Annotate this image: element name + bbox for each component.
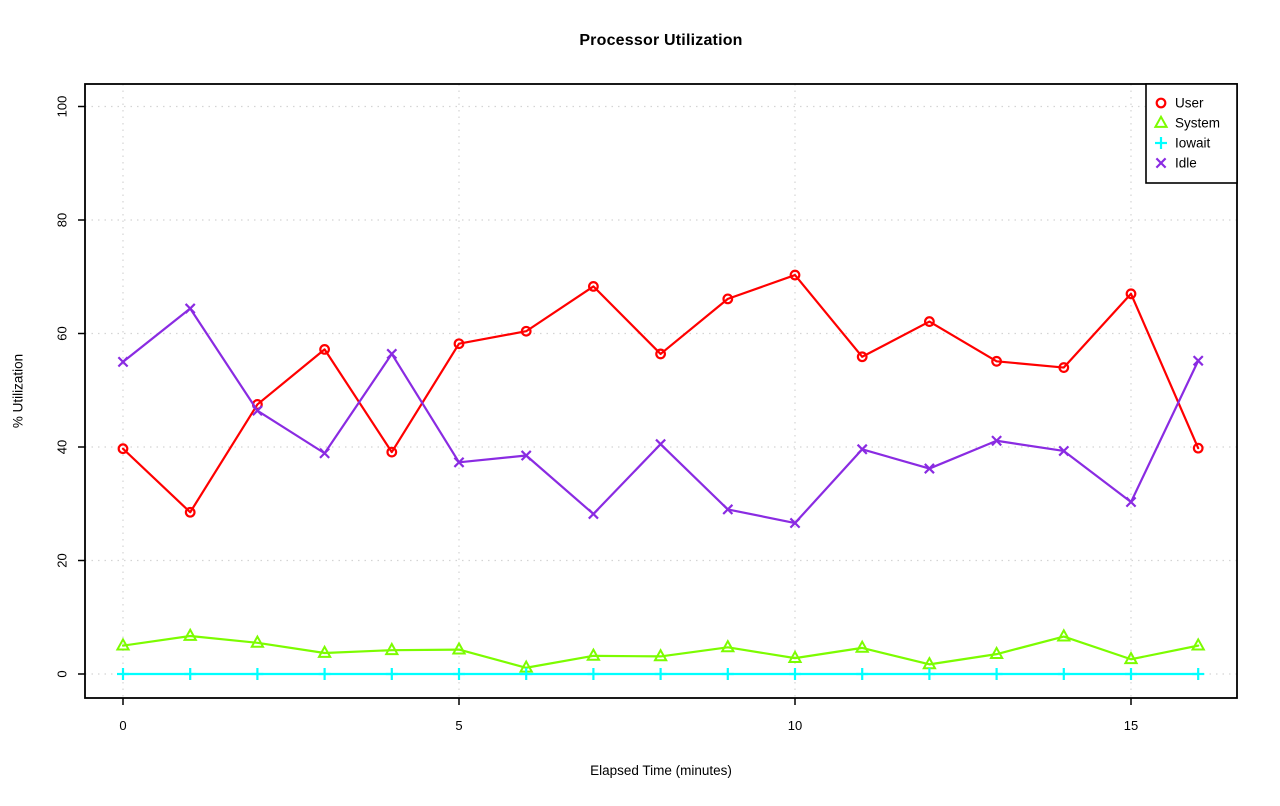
legend-item-label: Idle <box>1175 156 1197 171</box>
marker-triangle <box>115 637 131 651</box>
marker-circle <box>1125 288 1137 300</box>
marker-triangle <box>451 641 467 655</box>
marker-triangle <box>653 648 668 662</box>
x-axis-tick-label: 0 <box>119 718 126 733</box>
chart-title: Processor Utilization <box>579 32 743 49</box>
marker-x <box>1058 445 1070 457</box>
marker-triangle <box>854 639 870 653</box>
y-axis-title: % Utilization <box>10 353 26 429</box>
marker-triangle <box>922 656 937 670</box>
marker-circle <box>924 316 935 327</box>
marker-circle <box>453 338 465 350</box>
y-axis-tick-label: 40 <box>55 440 70 454</box>
marker-circle <box>1155 97 1167 109</box>
marker-triangle <box>720 639 736 653</box>
marker-x <box>856 443 868 455</box>
x-axis-title: Elapsed Time (minutes) <box>590 763 732 778</box>
series-line-system <box>121 634 1200 669</box>
marker-circle <box>1058 362 1070 373</box>
marker-triangle <box>1123 650 1139 665</box>
marker-triangle <box>384 641 400 656</box>
marker-x <box>1125 496 1137 508</box>
marker-x <box>588 508 599 520</box>
y-axis-tick-label: 100 <box>55 96 70 118</box>
marker-x <box>722 504 734 515</box>
marker-triangle <box>1056 628 1072 642</box>
marker-circle <box>991 355 1002 367</box>
marker-triangle <box>250 634 265 648</box>
marker-x <box>319 447 330 459</box>
marker-x <box>520 450 532 461</box>
marker-x <box>655 438 666 450</box>
plot-border <box>84 83 1238 699</box>
legend-item-label: System <box>1175 116 1220 131</box>
x-axis-tick-label: 5 <box>455 718 462 733</box>
marker-triangle <box>182 627 198 641</box>
series-line-idle <box>121 307 1200 525</box>
y-axis-tick-label: 80 <box>55 213 70 227</box>
legend-box <box>1145 83 1238 184</box>
marker-triangle <box>1153 114 1169 128</box>
marker-circle <box>722 293 734 305</box>
marker-triangle <box>586 647 601 661</box>
legend-item-label: Iowait <box>1175 136 1211 151</box>
x-axis-tick-label: 10 <box>788 718 802 733</box>
marker-circle <box>655 348 666 360</box>
x-axis-tick-label: 15 <box>1124 718 1138 733</box>
marker-circle <box>1192 442 1204 454</box>
marker-circle <box>520 325 532 337</box>
marker-x <box>1192 355 1204 367</box>
legend-item-label: User <box>1175 96 1204 111</box>
marker-x <box>1155 157 1167 169</box>
marker-x <box>453 456 465 468</box>
marker-x <box>924 463 935 474</box>
marker-x <box>386 348 398 360</box>
marker-x <box>117 356 129 368</box>
marker-x <box>991 435 1002 447</box>
marker-circle <box>319 343 331 355</box>
marker-x <box>184 303 196 314</box>
marker-x <box>252 405 263 417</box>
marker-circle <box>789 269 801 281</box>
marker-circle <box>117 443 129 455</box>
marker-circle <box>588 280 599 292</box>
marker-triangle <box>989 645 1004 660</box>
marker-circle <box>856 351 868 363</box>
y-axis-tick-label: 60 <box>55 326 70 340</box>
y-axis-tick-label: 20 <box>55 553 70 567</box>
marker-triangle <box>317 644 332 658</box>
marker-x <box>789 517 801 529</box>
series-line-user <box>121 273 1200 514</box>
marker-circle <box>386 446 398 458</box>
marker-circle <box>184 506 196 518</box>
marker-triangle <box>1190 637 1206 651</box>
y-axis-tick-label: 0 <box>55 670 70 677</box>
marker-triangle <box>787 649 803 664</box>
